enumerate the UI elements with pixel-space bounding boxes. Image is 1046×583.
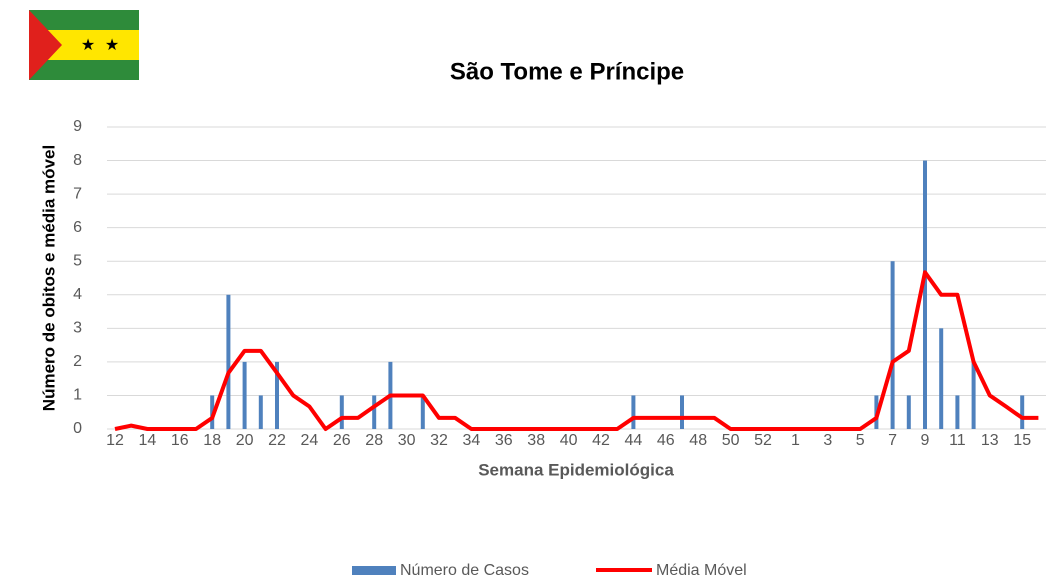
bar bbox=[420, 395, 425, 429]
bar bbox=[226, 294, 231, 429]
x-tick-label: 28 bbox=[365, 432, 383, 449]
x-tick-label: 40 bbox=[560, 432, 578, 449]
x-tick-label: 5 bbox=[856, 432, 865, 449]
x-axis-label: Semana Epidemiológica bbox=[478, 460, 674, 479]
x-tick-label: 9 bbox=[921, 432, 930, 449]
bar bbox=[1020, 395, 1025, 429]
y-tick-label: 1 bbox=[73, 387, 82, 404]
svg-text:★: ★ bbox=[105, 37, 119, 54]
y-axis-label: Número de obitos e média móvel bbox=[39, 145, 58, 411]
line bbox=[114, 270, 1039, 431]
x-tick-label: 18 bbox=[203, 432, 221, 449]
bar bbox=[906, 395, 911, 429]
bar bbox=[631, 395, 636, 429]
x-tick-label: 42 bbox=[592, 432, 610, 449]
x-tick-label: 30 bbox=[398, 432, 416, 449]
y-tick-label: 9 bbox=[73, 118, 82, 135]
x-tick-label: 11 bbox=[949, 432, 966, 449]
y-tick-label: 2 bbox=[73, 353, 82, 370]
legend-label: Número de Casos bbox=[400, 562, 529, 579]
y-tick-label: 3 bbox=[73, 320, 82, 337]
x-tick-label: 44 bbox=[625, 432, 643, 449]
x-tick-label: 15 bbox=[1013, 432, 1031, 449]
bar bbox=[339, 395, 344, 429]
legend-swatch bbox=[352, 566, 396, 575]
x-tick-label: 26 bbox=[333, 432, 351, 449]
bar bbox=[275, 361, 279, 429]
flag: ★ ★ bbox=[29, 10, 139, 80]
x-tick-label: 36 bbox=[495, 432, 513, 449]
bar bbox=[242, 361, 247, 429]
x-tick-label: 14 bbox=[139, 432, 157, 449]
bar bbox=[923, 160, 927, 430]
y-tick-label: 4 bbox=[73, 286, 82, 303]
bar bbox=[258, 395, 263, 429]
x-tick-label: 46 bbox=[657, 432, 675, 449]
x-tick-label: 52 bbox=[754, 432, 772, 449]
x-tick-label: 38 bbox=[527, 432, 545, 449]
x-tick-label: 50 bbox=[722, 432, 740, 449]
x-tick-label: 34 bbox=[463, 432, 481, 449]
bar bbox=[680, 395, 684, 429]
x-tick-label: 3 bbox=[823, 432, 832, 449]
chart-title: São Tome e Príncipe bbox=[450, 58, 684, 85]
x-tick-label: 22 bbox=[268, 432, 286, 449]
x-tick-label: 24 bbox=[301, 432, 319, 449]
y-tick-label: 8 bbox=[73, 152, 82, 169]
y-tick-label: 6 bbox=[73, 219, 82, 236]
bar bbox=[971, 361, 976, 429]
bar bbox=[890, 261, 895, 429]
y-tick-label: 5 bbox=[73, 252, 82, 269]
y-tick-label: 0 bbox=[73, 420, 82, 437]
x-tick-label: 13 bbox=[981, 432, 999, 449]
x-tick-label: 7 bbox=[888, 432, 897, 449]
x-tick-label: 48 bbox=[689, 432, 707, 449]
x-tick-label: 32 bbox=[430, 432, 448, 449]
legend-label: Média Móvel bbox=[656, 562, 747, 579]
x-tick-label: 16 bbox=[171, 432, 189, 449]
y-tick-label: 7 bbox=[73, 185, 82, 202]
bar bbox=[955, 395, 960, 429]
x-tick-label: 12 bbox=[106, 432, 124, 449]
x-tick-label: 1 bbox=[791, 432, 800, 449]
x-tick-label: 20 bbox=[236, 432, 254, 449]
bar bbox=[939, 328, 944, 429]
svg-text:★: ★ bbox=[81, 37, 95, 54]
bar bbox=[372, 395, 377, 429]
